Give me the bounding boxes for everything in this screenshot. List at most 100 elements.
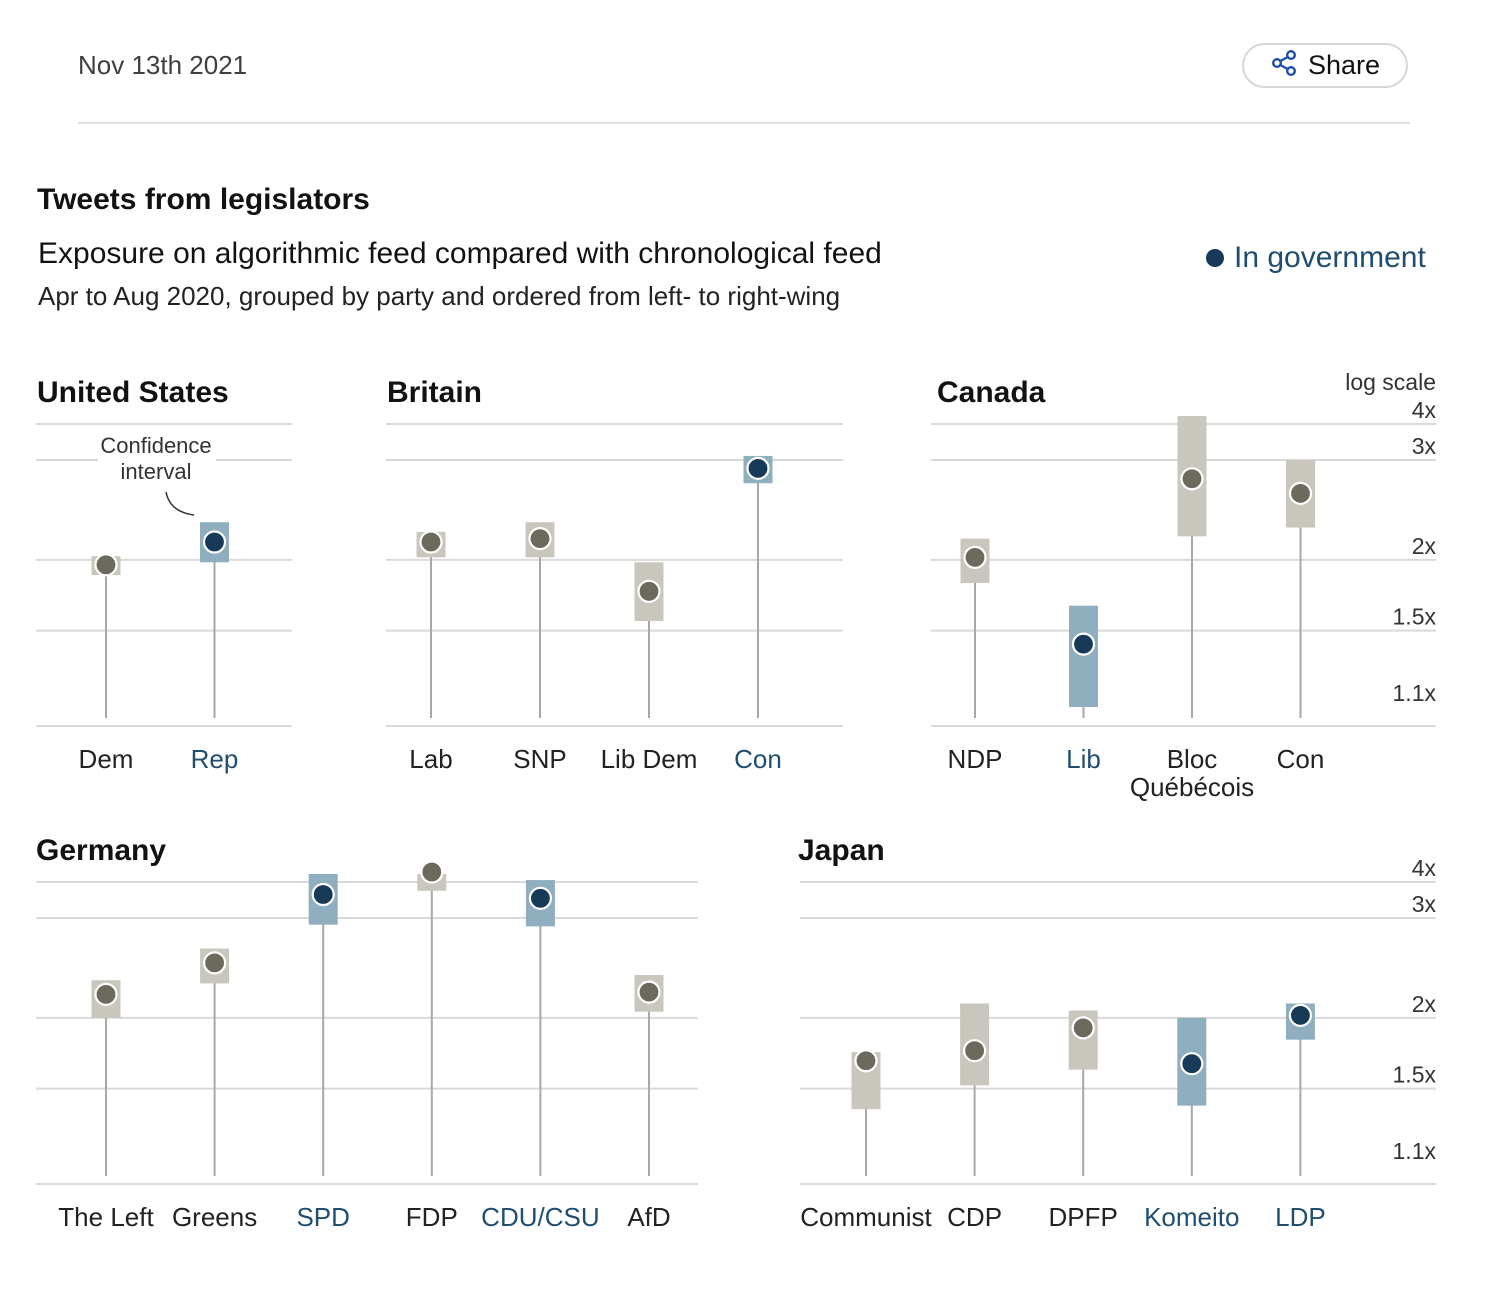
panel-title: Japan bbox=[798, 834, 885, 867]
estimate-dot bbox=[528, 527, 552, 551]
party-label: The Left bbox=[58, 1202, 154, 1232]
panel-britain: Britain Lab SNP Lib Dem Con bbox=[386, 376, 843, 774]
y-tick-label: 1.5x bbox=[1393, 604, 1437, 630]
estimate-dot bbox=[528, 886, 553, 910]
estimate-dot bbox=[1288, 481, 1313, 505]
party-mark-lib: Lib bbox=[1066, 605, 1101, 774]
estimate-dot bbox=[311, 882, 335, 907]
party-label: Con bbox=[734, 744, 782, 774]
header-divider bbox=[78, 122, 1410, 124]
estimate-dot bbox=[420, 860, 444, 884]
chart-subtitle-secondary: Apr to Aug 2020, grouped by party and or… bbox=[38, 281, 841, 311]
share-icon bbox=[1270, 49, 1298, 82]
estimate-dot bbox=[202, 530, 227, 554]
estimate-dot bbox=[963, 545, 987, 569]
party-mark-ldp: LDP bbox=[1275, 1003, 1326, 1232]
estimate-dot bbox=[94, 982, 118, 1006]
party-label: LDP bbox=[1275, 1202, 1326, 1232]
estimate-dot bbox=[1288, 1003, 1313, 1027]
party-label: Dem bbox=[79, 744, 134, 774]
y-tick-label: 4x bbox=[1412, 397, 1437, 423]
party-mark-lab: Lab bbox=[409, 530, 453, 774]
party-label: AfD bbox=[627, 1202, 670, 1232]
party-mark-cdp: CDP bbox=[947, 1003, 1002, 1232]
y-tick-label: 2x bbox=[1412, 533, 1437, 559]
legend-government-label: In government bbox=[1234, 241, 1426, 274]
party-label: Québécois bbox=[1130, 772, 1254, 802]
party-mark-komeito: Komeito bbox=[1144, 1017, 1239, 1232]
legend-government-dot bbox=[1206, 249, 1224, 267]
party-mark-the-left: The Left bbox=[58, 980, 154, 1232]
annotation-pointer bbox=[165, 491, 195, 516]
party-label: SNP bbox=[513, 744, 566, 774]
party-label: CDP bbox=[947, 1202, 1002, 1232]
chart-title: Tweets from legislators bbox=[37, 183, 370, 216]
party-mark-con: Con bbox=[1277, 460, 1325, 774]
panel-japan: Japan 1.1x 1.5x 2x 3x 4x Communist CDP DPFP Komei… bbox=[798, 834, 1436, 1232]
party-mark-spd: SPD bbox=[296, 874, 350, 1232]
party-label: Lib Dem bbox=[601, 744, 698, 774]
share-button[interactable]: Share bbox=[1242, 43, 1408, 88]
party-label: Con bbox=[1277, 744, 1325, 774]
party-label: Komeito bbox=[1144, 1202, 1239, 1232]
estimate-dot bbox=[962, 1039, 987, 1063]
scale-label: log scale bbox=[1345, 369, 1436, 395]
estimate-dot bbox=[1071, 632, 1096, 656]
party-label: DPFP bbox=[1049, 1202, 1118, 1232]
party-label: Greens bbox=[172, 1202, 257, 1232]
party-label: Bloc bbox=[1167, 744, 1218, 774]
party-label: Communist bbox=[800, 1202, 932, 1232]
estimate-dot bbox=[1071, 1016, 1095, 1040]
party-label: FDP bbox=[406, 1202, 458, 1232]
y-tick-label: 2x bbox=[1412, 991, 1437, 1017]
party-label: NDP bbox=[948, 744, 1003, 774]
legend: In government bbox=[1206, 241, 1426, 275]
estimate-dot bbox=[746, 456, 770, 480]
annotation-text: interval bbox=[121, 459, 192, 484]
party-mark-rep: Rep bbox=[191, 522, 239, 774]
party-mark-afd: AfD bbox=[627, 974, 671, 1232]
estimate-dot bbox=[637, 980, 661, 1004]
panel-germany: Germany The Left Greens SPD FDP CDU/CSU AfD bbox=[36, 834, 698, 1232]
panel-title: United States bbox=[37, 376, 229, 409]
annotation-text: Confidence bbox=[100, 433, 211, 458]
party-mark-dem: Dem bbox=[79, 553, 134, 774]
estimate-dot bbox=[1180, 1052, 1204, 1076]
party-mark-con: Con bbox=[734, 455, 782, 774]
panel-title: Germany bbox=[36, 834, 166, 867]
panel-title: Britain bbox=[387, 376, 482, 409]
estimate-dot bbox=[419, 530, 443, 554]
confidence-box bbox=[1069, 605, 1098, 707]
chart-subtitle: Exposure on algorithmic feed compared wi… bbox=[38, 237, 882, 270]
estimate-dot bbox=[854, 1049, 878, 1073]
party-mark-snp: SNP bbox=[513, 522, 567, 774]
party-mark-ndp: NDP bbox=[948, 538, 1003, 774]
party-mark-communist: Communist bbox=[800, 1049, 933, 1232]
party-label: Rep bbox=[191, 744, 239, 774]
party-mark-cdu-csu: CDU/CSU bbox=[481, 880, 600, 1232]
party-label: SPD bbox=[296, 1202, 349, 1232]
party-mark-lib-dem: Lib Dem bbox=[601, 562, 698, 774]
y-tick-label: 3x bbox=[1412, 891, 1437, 917]
panel-title: Canada bbox=[937, 376, 1046, 409]
y-tick-label: 4x bbox=[1412, 855, 1437, 881]
party-label: CDU/CSU bbox=[481, 1202, 599, 1232]
y-tick-label: 1.5x bbox=[1393, 1062, 1437, 1088]
party-mark-fdp: FDP bbox=[406, 860, 458, 1232]
estimate-dot bbox=[1180, 467, 1204, 491]
party-label: Lab bbox=[409, 744, 452, 774]
article-date: Nov 13th 2021 bbox=[78, 50, 248, 80]
estimate-dot bbox=[94, 553, 118, 577]
y-tick-label: 1.1x bbox=[1393, 1138, 1437, 1164]
party-mark-greens: Greens bbox=[172, 948, 257, 1232]
party-label: Lib bbox=[1066, 744, 1101, 774]
party-mark-dpfp: DPFP bbox=[1049, 1010, 1118, 1232]
y-tick-label: 1.1x bbox=[1393, 680, 1437, 706]
share-label: Share bbox=[1307, 50, 1381, 80]
estimate-dot bbox=[637, 579, 661, 603]
